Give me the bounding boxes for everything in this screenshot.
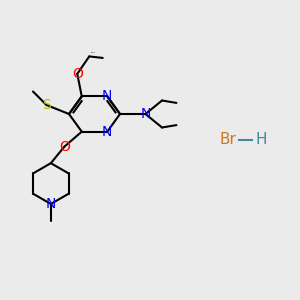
- Text: O: O: [72, 67, 83, 81]
- Text: N: N: [140, 107, 151, 121]
- Text: N: N: [102, 89, 112, 103]
- Text: O: O: [59, 140, 70, 154]
- Text: H: H: [255, 132, 267, 147]
- Text: N: N: [102, 125, 112, 139]
- Text: methyl: methyl: [91, 52, 96, 53]
- Text: N: N: [46, 197, 56, 211]
- Text: S: S: [42, 98, 51, 112]
- Text: Br: Br: [220, 132, 236, 147]
